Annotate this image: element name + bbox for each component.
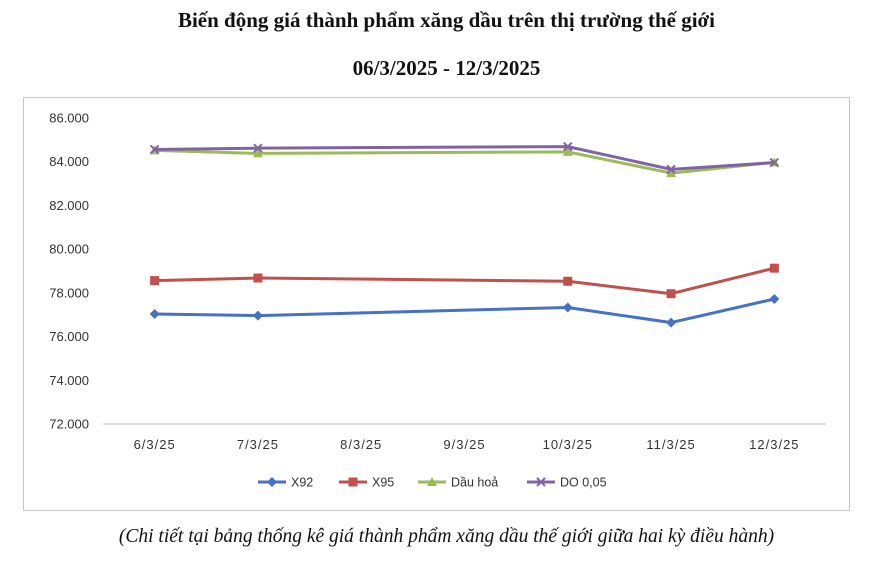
data-point	[562, 302, 573, 313]
legend-marker	[427, 477, 437, 486]
data-point	[149, 144, 160, 155]
x-tick-label: 9/3/25	[443, 437, 485, 452]
x-tick-label: 10/3/25	[543, 437, 593, 452]
data-point	[769, 157, 780, 168]
caption: (Chi tiết tại bảng thống kê giá thành ph…	[118, 526, 775, 547]
legend-marker	[267, 477, 277, 487]
data-point	[252, 148, 263, 158]
chart-subtitle: 06/3/2025 - 12/3/2025	[352, 56, 541, 80]
data-point	[253, 273, 263, 283]
data-point	[769, 293, 780, 304]
legend-label: X92	[291, 476, 313, 490]
y-tick-label: 82.000	[49, 198, 89, 213]
data-point	[150, 276, 160, 286]
y-tick-label: 84.000	[49, 154, 89, 169]
axes: 72.000 74.000 76.000 78.000 80.000 82.000 84.0…	[49, 111, 826, 452]
data-point	[666, 164, 676, 175]
legend-marker	[348, 477, 358, 487]
series-DO 0,05	[149, 141, 780, 175]
series-X95	[150, 263, 779, 299]
legend-label: X95	[372, 476, 394, 490]
y-tick-label: 76.000	[49, 329, 89, 344]
data-point	[563, 141, 573, 152]
x-tick-label: 11/3/25	[646, 437, 695, 452]
data-point	[252, 310, 263, 321]
chart-title: Biến động giá thành phẩm xăng dầu trên t…	[177, 8, 716, 32]
legend-item: X95	[339, 476, 394, 490]
y-tick-label: 80.000	[49, 242, 89, 257]
legend-marker	[536, 477, 546, 487]
series-X92	[149, 293, 780, 328]
legend-item: Dầu hoả	[418, 476, 498, 490]
data-point	[769, 263, 779, 273]
data-point	[666, 289, 676, 299]
legend-item: X92	[258, 476, 313, 490]
x-tick-label: 8/3/25	[340, 437, 382, 452]
data-point	[666, 168, 677, 178]
legend-item: DO 0,05	[527, 476, 607, 490]
data-point	[563, 276, 573, 286]
y-tick-label: 86.000	[49, 111, 89, 126]
legend-label: Dầu hoả	[451, 476, 498, 490]
data-point	[149, 309, 160, 320]
x-tick-label: 6/3/25	[134, 437, 176, 452]
legend: X92 X95 Dầu hoả DO 0,05	[258, 476, 607, 490]
data-point	[253, 143, 263, 153]
data-point	[666, 317, 677, 328]
legend-label: DO 0,05	[560, 476, 607, 490]
data-point	[562, 146, 573, 156]
series-group	[149, 141, 780, 328]
x-tick-label: 12/3/25	[749, 437, 799, 452]
y-tick-label: 72.000	[49, 417, 89, 432]
y-tick-label: 78.000	[49, 285, 89, 300]
y-tick-label: 74.000	[49, 373, 89, 388]
x-tick-label: 7/3/25	[237, 437, 279, 452]
